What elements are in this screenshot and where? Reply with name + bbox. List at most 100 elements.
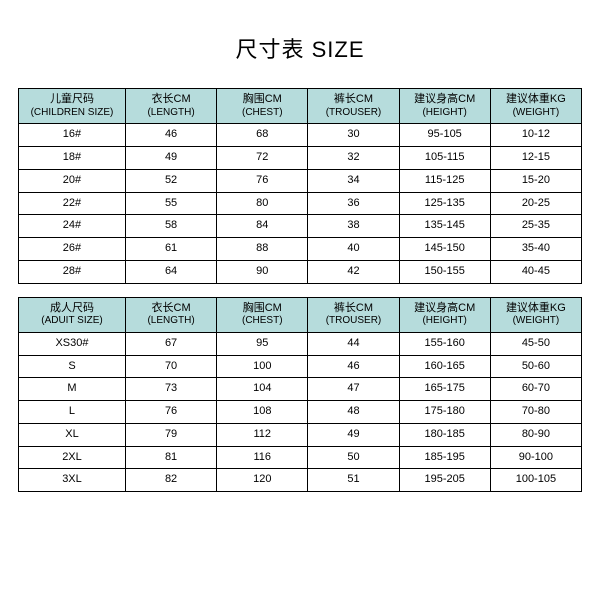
table-cell: 58 <box>125 215 216 238</box>
table-cell: 95 <box>217 332 308 355</box>
table-row: 24#588438135-14525-35 <box>19 215 582 238</box>
table-cell: 73 <box>125 378 216 401</box>
table-cell: 52 <box>125 169 216 192</box>
table-cell: 2XL <box>19 446 126 469</box>
table-cell: 88 <box>217 238 308 261</box>
table-cell: 45-50 <box>490 332 581 355</box>
adult-body: XS30#679544155-16045-50S7010046160-16550… <box>19 332 582 491</box>
table-row: L7610848175-18070-80 <box>19 401 582 424</box>
table-cell: 84 <box>217 215 308 238</box>
table-cell: 20-25 <box>490 192 581 215</box>
col-header-weight: 建议体重KG (WEIGHT) <box>490 297 581 332</box>
table-row: 26#618840145-15035-40 <box>19 238 582 261</box>
table-cell: 47 <box>308 378 399 401</box>
table-cell: 24# <box>19 215 126 238</box>
table-row: XS30#679544155-16045-50 <box>19 332 582 355</box>
table-cell: 44 <box>308 332 399 355</box>
table-cell: 42 <box>308 260 399 283</box>
table-cell: 16# <box>19 124 126 147</box>
table-cell: 55 <box>125 192 216 215</box>
col-header-chest: 胸围CM (CHEST) <box>217 89 308 124</box>
table-cell: 34 <box>308 169 399 192</box>
size-table: 儿童尺码 (CHILDREN SIZE) 衣长CM (LENGTH) 胸围CM … <box>18 88 582 492</box>
table-cell: 100-105 <box>490 469 581 492</box>
col-header-chest: 胸围CM (CHEST) <box>217 297 308 332</box>
table-row: 22#558036125-13520-25 <box>19 192 582 215</box>
table-cell: XS30# <box>19 332 126 355</box>
table-cell: 115-125 <box>399 169 490 192</box>
table-cell: 82 <box>125 469 216 492</box>
table-cell: 76 <box>125 401 216 424</box>
table-cell: 150-155 <box>399 260 490 283</box>
table-cell: 116 <box>217 446 308 469</box>
table-cell: 46 <box>125 124 216 147</box>
table-cell: 61 <box>125 238 216 261</box>
table-row: S7010046160-16550-60 <box>19 355 582 378</box>
table-cell: M <box>19 378 126 401</box>
table-cell: 36 <box>308 192 399 215</box>
table-cell: 15-20 <box>490 169 581 192</box>
table-row: 16#46683095-10510-12 <box>19 124 582 147</box>
table-cell: 49 <box>308 423 399 446</box>
table-cell: 180-185 <box>399 423 490 446</box>
gap <box>19 283 582 297</box>
page-title: 尺寸表 SIZE <box>18 32 582 64</box>
table-cell: 195-205 <box>399 469 490 492</box>
table-row: 3XL8212051195-205100-105 <box>19 469 582 492</box>
table-cell: XL <box>19 423 126 446</box>
table-cell: 105-115 <box>399 147 490 170</box>
table-cell: 80-90 <box>490 423 581 446</box>
table-cell: 50-60 <box>490 355 581 378</box>
col-header-length: 衣长CM (LENGTH) <box>125 89 216 124</box>
table-cell: 38 <box>308 215 399 238</box>
table-cell: 175-180 <box>399 401 490 424</box>
col-header-height: 建议身高CM (HEIGHT) <box>399 89 490 124</box>
table-cell: 120 <box>217 469 308 492</box>
table-cell: 90-100 <box>490 446 581 469</box>
table-cell: 32 <box>308 147 399 170</box>
table-cell: 108 <box>217 401 308 424</box>
table-cell: 155-160 <box>399 332 490 355</box>
table-row: 20#527634115-12515-20 <box>19 169 582 192</box>
table-cell: L <box>19 401 126 424</box>
table-cell: 145-150 <box>399 238 490 261</box>
table-cell: 160-165 <box>399 355 490 378</box>
table-cell: 12-15 <box>490 147 581 170</box>
col-header-height: 建议身高CM (HEIGHT) <box>399 297 490 332</box>
table-cell: 50 <box>308 446 399 469</box>
table-cell: 18# <box>19 147 126 170</box>
table-cell: 135-145 <box>399 215 490 238</box>
table-row: 18#497232105-11512-15 <box>19 147 582 170</box>
table-cell: 70 <box>125 355 216 378</box>
table-cell: 95-105 <box>399 124 490 147</box>
col-header-children-size: 儿童尺码 (CHILDREN SIZE) <box>19 89 126 124</box>
table-cell: 165-175 <box>399 378 490 401</box>
children-header: 儿童尺码 (CHILDREN SIZE) 衣长CM (LENGTH) 胸围CM … <box>19 89 582 124</box>
table-cell: 76 <box>217 169 308 192</box>
table-cell: 185-195 <box>399 446 490 469</box>
table-row: 28#649042150-15540-45 <box>19 260 582 283</box>
table-cell: 46 <box>308 355 399 378</box>
table-cell: 40-45 <box>490 260 581 283</box>
table-cell: 81 <box>125 446 216 469</box>
table-cell: 125-135 <box>399 192 490 215</box>
table-cell: 79 <box>125 423 216 446</box>
col-header-trouser: 裤长CM (TROUSER) <box>308 297 399 332</box>
table-cell: 10-12 <box>490 124 581 147</box>
table-cell: 80 <box>217 192 308 215</box>
table-cell: 20# <box>19 169 126 192</box>
table-row: 2XL8111650185-19590-100 <box>19 446 582 469</box>
adult-header: 成人尺码 (ADUIT SIZE) 衣长CM (LENGTH) 胸围CM (CH… <box>19 297 582 332</box>
col-header-trouser: 裤长CM (TROUSER) <box>308 89 399 124</box>
col-header-length: 衣长CM (LENGTH) <box>125 297 216 332</box>
table-cell: S <box>19 355 126 378</box>
col-header-weight: 建议体重KG (WEIGHT) <box>490 89 581 124</box>
table-cell: 28# <box>19 260 126 283</box>
table-cell: 40 <box>308 238 399 261</box>
table-cell: 49 <box>125 147 216 170</box>
table-cell: 60-70 <box>490 378 581 401</box>
table-cell: 112 <box>217 423 308 446</box>
table-cell: 35-40 <box>490 238 581 261</box>
table-cell: 100 <box>217 355 308 378</box>
table-cell: 64 <box>125 260 216 283</box>
